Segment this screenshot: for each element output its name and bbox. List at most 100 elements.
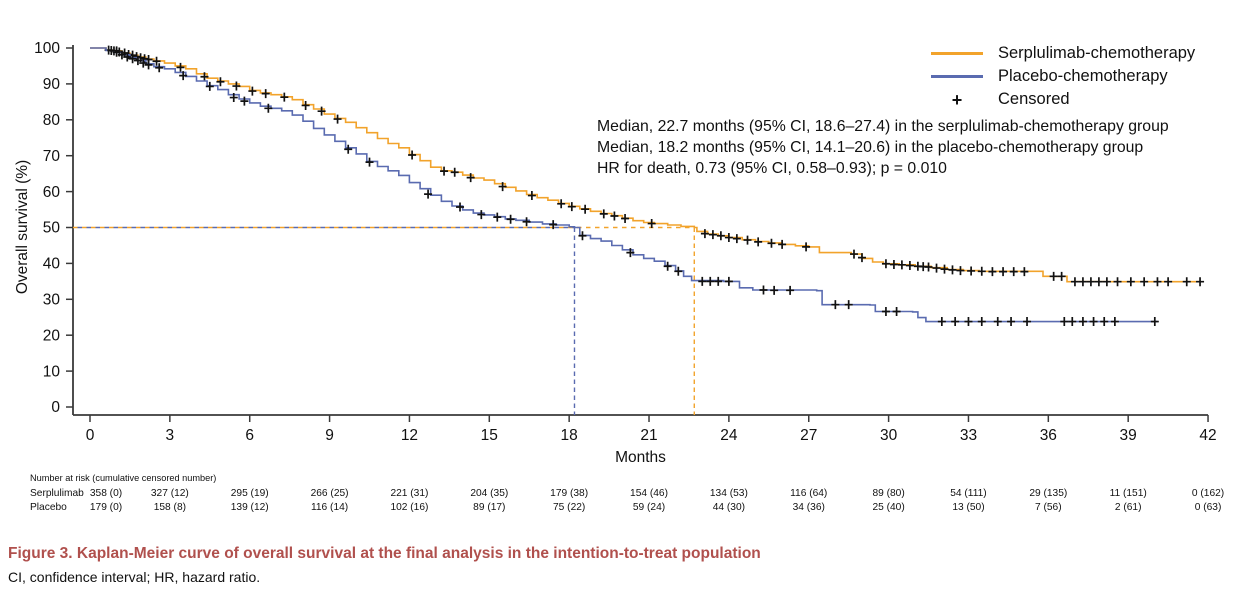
risk-cell: 295 (19) [231, 488, 269, 499]
risk-row-label-serplulimab: Serplulimab [30, 488, 84, 499]
censor-mark [1086, 277, 1095, 287]
censor-mark [700, 229, 709, 239]
censor-mark [522, 217, 531, 227]
risk-cell: 7 (56) [1035, 502, 1062, 513]
x-axis-tick-label: 39 [1120, 427, 1137, 444]
y-axis-tick-label: 90 [43, 76, 61, 93]
censor-mark [714, 276, 723, 286]
risk-cell: 179 (0) [90, 502, 122, 513]
censor-mark [647, 219, 656, 229]
y-axis-tick-label: 10 [43, 363, 61, 380]
risk-cell: 204 (35) [470, 488, 508, 499]
y-axis: 0 10 20 30 40 50 60 70 80 90 100 Overall survival (… [14, 40, 74, 416]
risk-cell: 0 (162) [1192, 488, 1224, 499]
censor-mark [1070, 277, 1079, 287]
censor-mark [964, 317, 973, 327]
x-axis-tick-label: 12 [401, 427, 418, 444]
censor-mark [549, 220, 558, 230]
censor-mark [229, 93, 238, 103]
risk-cell: 59 (24) [633, 502, 665, 513]
censor-mark [924, 262, 933, 272]
x-axis-tick-label: 24 [720, 427, 738, 444]
censor-mark [248, 86, 257, 96]
legend-row-serplulimab: Serplulimab-chemotherapy [931, 42, 1195, 65]
risk-table: Number at risk (cumulative censored numb… [30, 473, 1224, 513]
y-axis-tick-label: 100 [34, 40, 60, 57]
km-curve-placebo [90, 47, 1158, 323]
annotation-line-serplulimab: Median, 22.7 months (95% CI, 18.6–27.4) … [597, 118, 1169, 135]
km-step-path-placebo [90, 47, 1158, 323]
censor-mark [1023, 317, 1032, 327]
censor-mark [1068, 317, 1077, 327]
censor-mark [123, 52, 132, 62]
censor-mark [1113, 277, 1122, 287]
censor-mark [897, 260, 906, 270]
censor-mark [128, 54, 137, 64]
risk-cell: 327 (12) [151, 488, 189, 499]
censor-mark [767, 238, 776, 248]
x-axis-tick-label: 6 [245, 427, 254, 444]
censor-mark [424, 189, 433, 199]
x-axis-tick-label: 21 [640, 427, 657, 444]
censor-mark [889, 259, 898, 269]
serplulimab-line-swatch-icon [931, 52, 983, 55]
risk-cell: 221 (31) [390, 488, 428, 499]
censor-mark [1164, 277, 1173, 287]
censor-mark [626, 248, 635, 258]
censor-mark [567, 202, 576, 212]
censor-mark [724, 233, 733, 243]
km-curve-serplulimab [90, 47, 1201, 283]
censor-mark [240, 96, 249, 106]
censor-mark [333, 114, 342, 124]
censor-mark [716, 231, 725, 241]
censor-mark [999, 267, 1008, 277]
km-step-path-serplulimab [90, 47, 1201, 283]
x-axis-tick-label: 30 [880, 427, 898, 444]
y-axis-tick-label: 0 [51, 399, 60, 416]
censor-mark [1009, 267, 1018, 277]
censor-mark [117, 50, 126, 60]
censor-mark [599, 209, 608, 219]
y-axis-title: Overall survival (%) [14, 160, 31, 294]
legend-label-censored: Censored [998, 90, 1070, 108]
x-axis-tick-label: 18 [561, 427, 578, 444]
censor-mark [967, 266, 976, 276]
censor-mark [1182, 277, 1191, 287]
censor-mark [1153, 277, 1162, 287]
median-annotation: Median, 22.7 months (95% CI, 18.6–27.4) … [597, 116, 1169, 179]
censor-mark [1089, 317, 1098, 327]
censor-mark [881, 259, 890, 269]
x-axis-title: Months [615, 449, 666, 466]
x-axis-tick-label: 15 [481, 427, 498, 444]
censor-mark [440, 166, 449, 176]
censor-mark [932, 263, 941, 273]
censor-mark [506, 214, 515, 224]
risk-cell: 134 (53) [710, 488, 748, 499]
censor-mark [778, 239, 787, 249]
censor-mark [844, 300, 853, 310]
censored-plus-icon: + [951, 89, 963, 110]
censor-mark [1140, 277, 1149, 287]
risk-table-header: Number at risk (cumulative censored numb… [30, 473, 216, 483]
censor-mark [527, 191, 536, 201]
x-axis-tick-label: 33 [960, 427, 977, 444]
risk-cell: 158 (8) [154, 502, 186, 513]
censor-mark [698, 276, 707, 286]
risk-cell: 89 (80) [872, 488, 904, 499]
censor-mark [578, 231, 587, 241]
censor-mark [786, 285, 795, 295]
censor-mark [139, 58, 148, 68]
legend-label-placebo: Placebo-chemotherapy [998, 67, 1168, 85]
y-axis-tick-label: 50 [43, 220, 61, 237]
censor-mark [1100, 317, 1109, 327]
censor-mark [176, 62, 185, 72]
censor-mark [977, 317, 986, 327]
censor-mark [993, 317, 1002, 327]
censor-mark [831, 300, 840, 310]
censor-mark [200, 72, 209, 82]
annotation-line-hr: HR for death, 0.73 (95% CI, 0.58–0.93); … [597, 160, 947, 177]
censor-mark [1150, 317, 1159, 327]
risk-cell: 11 (151) [1110, 488, 1147, 499]
